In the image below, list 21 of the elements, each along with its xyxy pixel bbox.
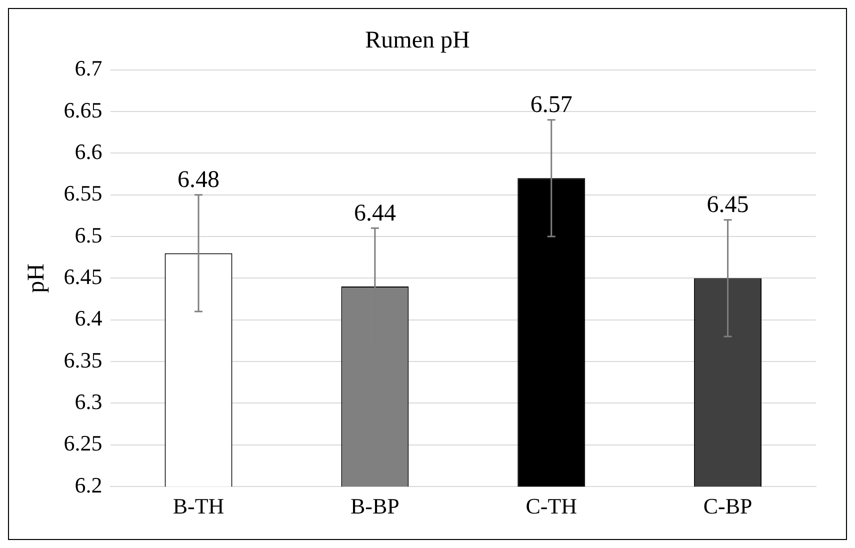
y-tick-label: 6.3: [74, 389, 102, 414]
y-tick-label: 6.4: [74, 306, 102, 331]
y-axis-title: pH: [24, 264, 50, 293]
y-tick-label: 6.45: [64, 264, 102, 289]
x-tick-label: C-TH: [526, 494, 578, 519]
x-tick-label: C-BP: [703, 494, 752, 519]
y-tick-label: 6.6: [74, 138, 102, 164]
data-label: 6.48: [178, 167, 220, 194]
y-tick-label: 6.55: [64, 180, 102, 206]
y-tick-label: 6.65: [64, 97, 102, 122]
y-tick-label: 6.25: [64, 430, 102, 456]
data-label: 6.44: [354, 200, 396, 226]
data-label: 6.57: [530, 92, 572, 118]
y-tick-label: 6.7: [74, 56, 102, 81]
data-label: 6.45: [706, 192, 749, 218]
y-tick-label: 6.35: [64, 347, 102, 372]
x-tick-label: B-BP: [350, 494, 400, 519]
y-tick-label: 6.5: [74, 222, 102, 248]
y-tick-label: 6.2: [74, 472, 102, 498]
x-tick-label: B-TH: [172, 494, 224, 519]
chart-title: Rumen pH: [365, 28, 470, 54]
